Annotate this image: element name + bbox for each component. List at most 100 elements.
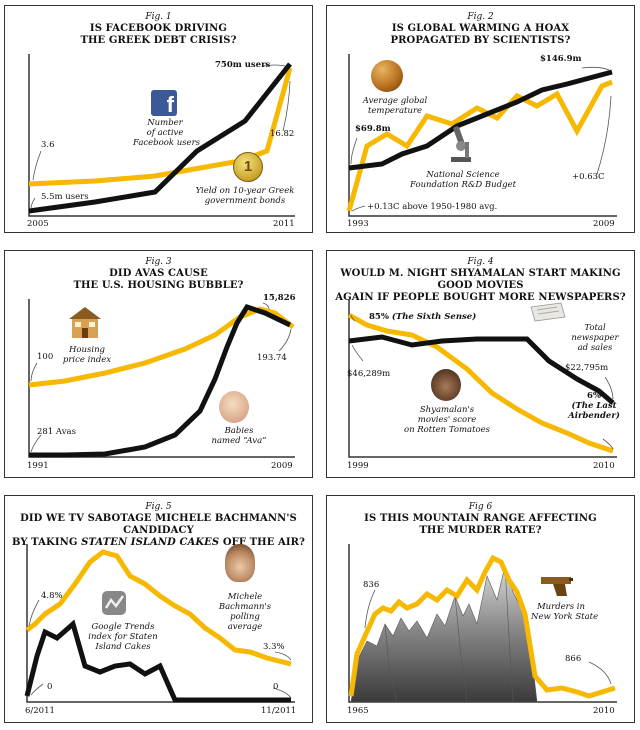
leader-line bbox=[282, 80, 291, 132]
chart-title: DID WE TV SABOTAGE MICHELE BACHMANN'S CA… bbox=[7, 513, 310, 549]
x-start-label: 6/2011 bbox=[25, 706, 55, 716]
x-end-label: 2011 bbox=[273, 219, 295, 229]
title-line: THE MURDER RATE? bbox=[419, 525, 542, 536]
series-black-line bbox=[348, 69, 613, 171]
yellow-end-label: 193.74 bbox=[257, 353, 287, 363]
black-end-label: 750m users bbox=[215, 60, 271, 70]
house-icon bbox=[67, 305, 103, 339]
yellow-caption: Average global temperature bbox=[362, 96, 428, 116]
chart-title: IS THIS MOUNTAIN RANGE AFFECTING THE MUR… bbox=[333, 513, 628, 537]
yellow-caption: Michele Bachmann's polling average bbox=[218, 592, 272, 632]
ridge-texture bbox=[454, 595, 468, 703]
black-end-label: $22,795m bbox=[565, 363, 609, 373]
x-end-label: 2010 bbox=[593, 706, 615, 716]
director-portrait-icon bbox=[431, 369, 461, 401]
x-start-label: 2005 bbox=[27, 219, 49, 229]
chart-panel-fig2: Fig. 2 IS GLOBAL WARMING A HOAX PROPAGAT… bbox=[326, 5, 635, 233]
x-end-label: 2010 bbox=[593, 461, 615, 471]
leader-line bbox=[351, 344, 364, 362]
leader-line bbox=[30, 362, 38, 382]
yellow-end-label: 866 bbox=[565, 654, 582, 664]
leader-line bbox=[30, 197, 36, 210]
yellow-end-label: 6% (The Last Airbender) bbox=[568, 391, 620, 421]
chart-panel-fig5: Fig. 5 DID WE TV SABOTAGE MICHELE BACHMA… bbox=[4, 495, 313, 723]
axis-frame bbox=[348, 299, 617, 458]
yellow-caption: Shyamalan's movies' score on Rotten Toma… bbox=[403, 405, 491, 435]
ridge-texture bbox=[384, 623, 398, 703]
title-line: IS THIS MOUNTAIN RANGE AFFECTING bbox=[364, 513, 597, 524]
fig-label: Fig. 1 bbox=[145, 12, 172, 22]
axis-frame bbox=[348, 54, 617, 217]
leader-line bbox=[28, 599, 40, 627]
series-yellow-line bbox=[28, 306, 295, 388]
x-start-label: 1999 bbox=[347, 461, 369, 471]
leader-line bbox=[262, 64, 286, 67]
black-end-label: 0 bbox=[273, 682, 279, 692]
leader-line bbox=[30, 434, 42, 453]
chart-title: DID AVAS CAUSE THE U.S. HOUSING BUBBLE? bbox=[11, 268, 306, 292]
black-start-label: 0 bbox=[47, 682, 53, 692]
leader-line bbox=[350, 137, 358, 165]
yellow-caption: Housing price index bbox=[62, 345, 112, 365]
fig-label: Fig 6 bbox=[468, 502, 493, 512]
leader-line bbox=[588, 661, 612, 685]
title-line: THE GREEK DEBT CRISIS? bbox=[80, 35, 237, 46]
black-start-label: $46,289m bbox=[347, 369, 391, 379]
yellow-end-label: 3.3% bbox=[263, 642, 285, 652]
leader-line bbox=[596, 95, 612, 175]
title-line: BY TAKING STATEN ISLAND CAKES OFF THE AI… bbox=[11, 537, 306, 548]
leader-line bbox=[350, 314, 356, 322]
fig-label: Fig. 5 bbox=[145, 502, 172, 512]
google-trends-icon bbox=[99, 588, 129, 618]
leader-line bbox=[30, 683, 44, 696]
black-caption: Babies named “Ava” bbox=[211, 426, 267, 446]
series-yellow-line bbox=[28, 67, 293, 187]
chart-svg bbox=[347, 299, 617, 458]
series-black-line bbox=[28, 62, 292, 214]
yellow-start-label: 3.6 bbox=[41, 140, 55, 150]
ridge-texture bbox=[504, 565, 514, 703]
series-yellow-line bbox=[348, 554, 616, 699]
yellow-end-label: 16.82 bbox=[270, 129, 295, 139]
chart-svg bbox=[346, 54, 617, 217]
leader-line bbox=[32, 150, 42, 181]
newspaper-icon bbox=[527, 301, 567, 323]
series-yellow-line bbox=[25, 549, 292, 667]
facebook-icon: f bbox=[151, 90, 177, 117]
x-end-label: 2009 bbox=[271, 461, 293, 471]
series-black-line bbox=[29, 304, 292, 458]
black-caption: National Science Foundation R&D Budget bbox=[410, 170, 516, 190]
black-start-label: 5.5m users bbox=[41, 192, 89, 202]
title-line: IS FACEBOOK DRIVING bbox=[89, 23, 228, 34]
chart-svg bbox=[348, 544, 617, 703]
title-line: PROPAGATED BY SCIENTISTS? bbox=[390, 35, 571, 46]
pistol-icon bbox=[539, 574, 575, 598]
yellow-start-label: 85% (The Sixth Sense) bbox=[369, 312, 477, 322]
axis-frame bbox=[28, 54, 295, 217]
series-black-line bbox=[24, 619, 291, 703]
chart-panel-fig6: Fig 6 IS THIS MOUNTAIN RANGE AFFECTING T… bbox=[326, 495, 635, 723]
title-line: THE U.S. HOUSING BUBBLE? bbox=[73, 280, 244, 291]
x-end-label: 11/2011 bbox=[261, 706, 297, 716]
leader-line bbox=[602, 438, 614, 450]
leader-line bbox=[262, 302, 270, 310]
x-end-label: 2009 bbox=[593, 219, 615, 229]
yellow-caption: Yield on 10-year Greek government bonds bbox=[195, 186, 295, 206]
black-caption: Number of active Facebook users bbox=[133, 118, 200, 148]
leader-line bbox=[278, 328, 292, 352]
mountain-photo-icon bbox=[350, 564, 538, 703]
microscope-icon bbox=[445, 124, 475, 164]
chart-title: IS FACEBOOK DRIVING THE GREEK DEBT CRISI… bbox=[11, 23, 306, 47]
black-end-label: 15,826 bbox=[263, 293, 296, 303]
series-black-line bbox=[348, 334, 615, 405]
black-caption: Total newspaper ad sales bbox=[571, 323, 619, 353]
baby-icon bbox=[219, 391, 249, 423]
title-line: AGAIN IF PEOPLE BOUGHT MORE NEWSPAPERS? bbox=[335, 292, 626, 303]
yellow-caption: Murders in New York State bbox=[531, 602, 599, 622]
yellow-start-label: +0.13C above 1950-1980 avg. bbox=[367, 202, 498, 212]
black-end-label: $146.9m bbox=[540, 54, 582, 64]
chart-panel-fig3: Fig. 3 DID AVAS CAUSE THE U.S. HOUSING B… bbox=[4, 250, 313, 478]
chart-title: WOULD M. NIGHT SHYAMALAN START MAKING GO… bbox=[329, 268, 632, 304]
chart-title: IS GLOBAL WARMING A HOAX PROPAGATED BY S… bbox=[333, 23, 628, 47]
black-start-label: 281 Avas bbox=[37, 427, 76, 437]
